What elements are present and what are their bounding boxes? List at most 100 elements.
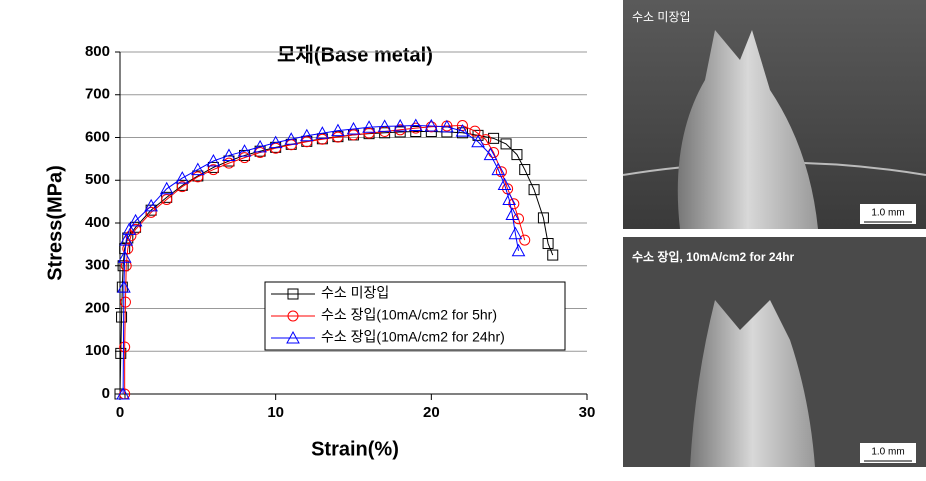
marker xyxy=(480,134,492,146)
y-axis-label: Stress(MPa) xyxy=(44,165,66,281)
marker xyxy=(393,118,408,132)
marker xyxy=(122,222,137,235)
legend-label: 수소 장입(10mA/cm2 for 5hr) xyxy=(321,307,497,323)
marker xyxy=(237,144,252,157)
marker xyxy=(505,207,520,220)
marker xyxy=(440,119,454,133)
marker xyxy=(528,184,540,196)
marker xyxy=(119,233,134,246)
y-tick-label: 600 xyxy=(85,128,110,145)
x-tick-label: 20 xyxy=(423,404,440,421)
y-tick-label: 100 xyxy=(85,342,110,359)
marker xyxy=(122,232,134,244)
marker xyxy=(284,132,299,145)
marker xyxy=(424,118,439,132)
marker xyxy=(537,212,549,224)
chart-title: 모재(Base metal) xyxy=(277,43,433,66)
marker xyxy=(519,164,531,176)
photo-specimen xyxy=(677,30,818,229)
marker xyxy=(502,192,517,205)
marker xyxy=(513,213,525,225)
x-axis-label: Strain(%) xyxy=(311,438,399,460)
marker xyxy=(363,127,375,139)
marker xyxy=(119,296,131,308)
legend-label: 수소 미장입 xyxy=(321,285,389,301)
legend-label: 수소 장입(10mA/cm2 for 24hr) xyxy=(321,329,505,345)
scale-label: 1.0 mm xyxy=(871,208,904,219)
marker xyxy=(287,288,299,300)
marker xyxy=(117,260,129,272)
y-tick-label: 300 xyxy=(85,257,110,274)
marker xyxy=(253,139,267,153)
marker xyxy=(542,238,554,250)
marker xyxy=(377,119,392,132)
marker xyxy=(316,133,328,145)
marker xyxy=(190,162,205,176)
marker xyxy=(116,386,130,400)
y-tick-label: 0 xyxy=(102,385,110,402)
marker xyxy=(469,125,481,137)
marker xyxy=(508,226,523,240)
marker xyxy=(483,147,498,161)
marker xyxy=(511,149,523,161)
y-tick-label: 700 xyxy=(85,86,110,103)
marker xyxy=(547,249,559,261)
marker xyxy=(207,164,219,176)
y-tick-label: 800 xyxy=(85,43,110,60)
marker xyxy=(285,139,297,151)
x-tick-label: 10 xyxy=(267,404,284,421)
marker xyxy=(471,134,485,148)
photo-caption: 수소 장입, 10mA/cm2 for 24hr xyxy=(632,250,795,264)
marker xyxy=(286,330,300,344)
marker xyxy=(456,120,468,132)
marker xyxy=(115,347,127,359)
marker xyxy=(410,126,422,138)
marker xyxy=(346,121,361,135)
marker xyxy=(348,129,359,141)
photo-caption: 수소 미장입 xyxy=(632,10,691,24)
scale-box xyxy=(860,204,916,224)
marker xyxy=(299,128,314,142)
marker xyxy=(206,153,221,167)
marker xyxy=(270,142,282,154)
marker xyxy=(508,198,520,210)
marker xyxy=(144,198,158,212)
marker xyxy=(408,118,423,132)
scale-label: 1.0 mm xyxy=(871,447,904,458)
marker xyxy=(315,126,330,139)
x-tick-label: 0 xyxy=(116,404,124,421)
marker xyxy=(117,250,132,263)
marker xyxy=(122,243,134,255)
marker xyxy=(120,260,132,272)
scale-box xyxy=(860,443,916,463)
x-tick-label: 30 xyxy=(579,404,596,421)
marker xyxy=(116,311,128,323)
marker xyxy=(331,123,345,137)
series-line xyxy=(124,125,526,394)
marker xyxy=(254,146,266,158)
marker xyxy=(425,121,437,133)
marker xyxy=(519,234,531,246)
marker xyxy=(456,127,468,139)
marker xyxy=(117,280,131,293)
marker xyxy=(332,131,344,143)
marker xyxy=(222,148,236,161)
marker xyxy=(362,120,376,133)
marker xyxy=(128,213,143,227)
marker xyxy=(145,206,157,218)
marker xyxy=(488,132,500,144)
series-line xyxy=(122,125,519,395)
sem-photo: 1.0 mm 수소 장입, 10mA/cm2 for 24hr xyxy=(623,237,926,467)
marker xyxy=(268,135,283,149)
y-tick-label: 200 xyxy=(85,299,110,316)
y-tick-label: 400 xyxy=(85,214,110,231)
marker xyxy=(287,310,299,322)
series-line xyxy=(119,131,554,395)
marker xyxy=(161,193,173,205)
marker xyxy=(491,162,506,176)
marker xyxy=(455,124,470,137)
marker xyxy=(223,157,235,169)
marker xyxy=(119,341,131,353)
